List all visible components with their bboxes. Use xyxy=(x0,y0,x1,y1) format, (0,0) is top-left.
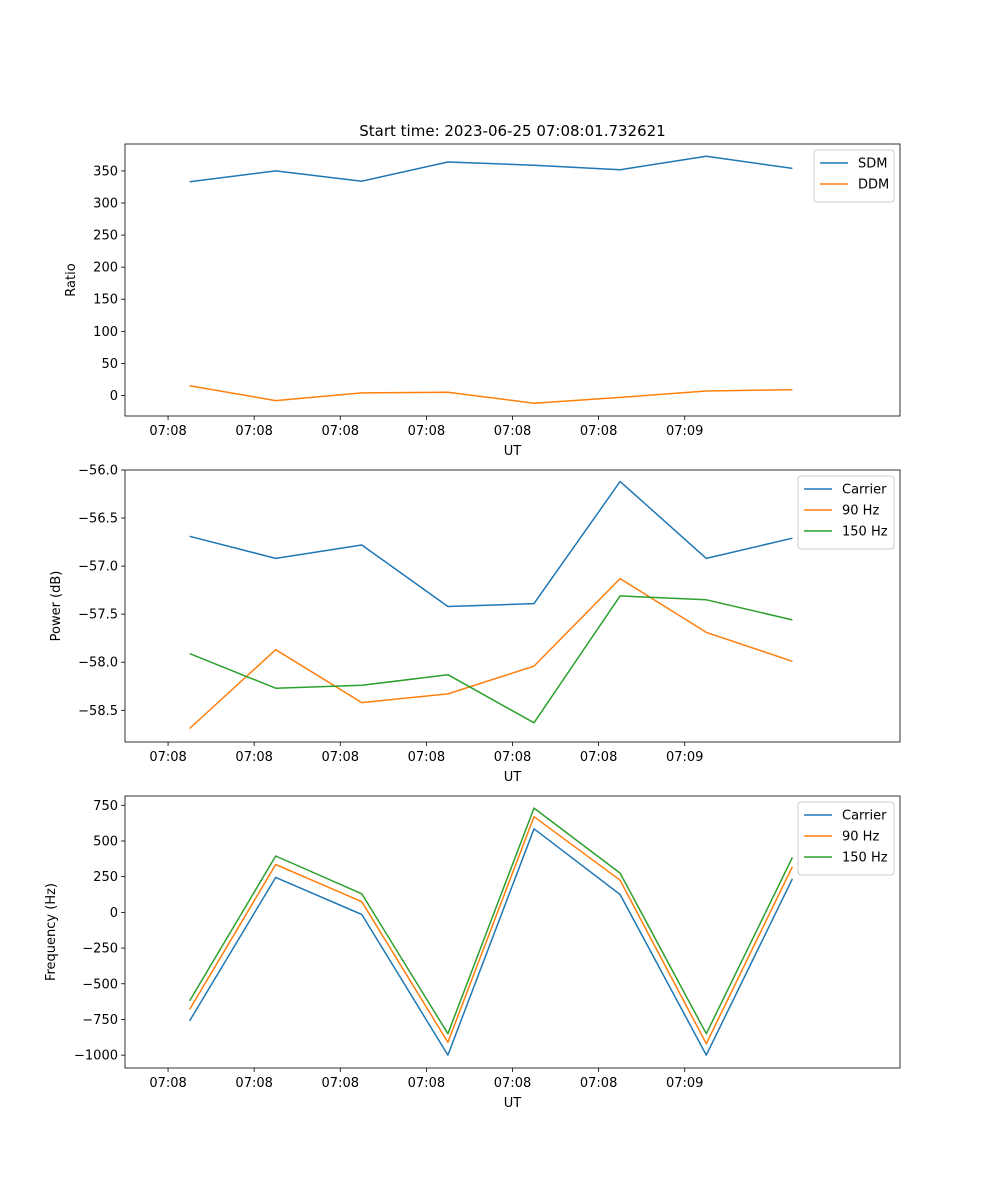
x-tick-label: 07:08 xyxy=(494,1076,531,1091)
x-tick-label: 07:08 xyxy=(580,750,617,765)
legend-2: Carrier 90 Hz 150 Hz xyxy=(797,475,895,550)
y-tick-label: 300 xyxy=(93,197,118,212)
x-tick-label: 07:08 xyxy=(235,750,272,765)
legend-label: 90 Hz xyxy=(842,830,879,845)
series-line-3-1 xyxy=(188,828,794,1056)
legend-label: Carrier xyxy=(842,809,887,824)
x-tick-label: 07:08 xyxy=(408,750,445,765)
x-axis-label: UT xyxy=(504,444,522,459)
y-tick-label: −500 xyxy=(82,977,118,992)
y-tick-label: 750 xyxy=(93,799,118,814)
series-line-2-3 xyxy=(189,595,793,724)
x-tick-label: 07:09 xyxy=(666,750,703,765)
x-tick-label: 07:08 xyxy=(235,1076,272,1091)
y-tick-label: −250 xyxy=(82,942,118,957)
series-line-2-1 xyxy=(189,480,793,608)
y-tick-label: 200 xyxy=(93,261,118,276)
series-line-2-2 xyxy=(189,577,793,730)
y-tick-label: 100 xyxy=(93,325,118,340)
y-axis-label: Frequency (Hz) xyxy=(44,883,59,981)
x-tick-label: 07:08 xyxy=(580,424,617,439)
y-tick-label: −57.0 xyxy=(78,560,118,575)
x-tick-label: 07:08 xyxy=(149,750,186,765)
y-tick-label: 0 xyxy=(110,389,118,404)
x-tick-label: 07:08 xyxy=(494,424,531,439)
subplots: 07:08 07:08 07:08 07:08 07:08 07:08 07:09 0 50 10… xyxy=(44,143,901,1111)
y-tick-label: −57.5 xyxy=(78,608,118,623)
legend-label: 150 Hz xyxy=(842,525,888,540)
legend-3: Carrier 90 Hz 150 Hz xyxy=(797,801,895,876)
y-tick-label: 500 xyxy=(93,834,118,849)
x-tick-label: 07:08 xyxy=(149,1076,186,1091)
figure-title: Start time: 2023-06-25 07:08:01.732621 xyxy=(359,122,665,140)
y-axis-label: Power (dB) xyxy=(49,571,64,642)
series-line-3-2 xyxy=(188,815,794,1045)
legend-label: SDM xyxy=(858,157,887,172)
y-axis-label: Ratio xyxy=(64,263,79,296)
y-tick-label: 250 xyxy=(93,870,118,885)
y-tick-label: −1000 xyxy=(74,1049,118,1064)
x-tick-label: 07:09 xyxy=(666,1076,703,1091)
y-tick-label: 150 xyxy=(93,293,118,308)
x-tick-label: 07:08 xyxy=(322,424,359,439)
x-axis-label: UT xyxy=(504,1096,522,1111)
legend-label: 150 Hz xyxy=(842,851,888,866)
y-tick-label: 250 xyxy=(93,229,118,244)
y-tick-label: −58.5 xyxy=(78,704,118,719)
legend-1: SDM DDM xyxy=(813,149,895,203)
subplot-2: 07:08 07:08 07:08 07:08 07:08 07:08 07:09 −58.5… xyxy=(49,464,901,785)
x-tick-label: 07:08 xyxy=(235,424,272,439)
x-axis-label: UT xyxy=(504,770,522,785)
subplot-1: 07:08 07:08 07:08 07:08 07:08 07:08 07:09 0 50 10… xyxy=(64,143,901,459)
y-tick-label: −56.0 xyxy=(78,464,118,479)
x-tick-label: 07:08 xyxy=(322,1076,359,1091)
legend-label: Carrier xyxy=(842,483,887,498)
x-tick-label: 07:08 xyxy=(408,424,445,439)
x-tick-label: 07:08 xyxy=(408,1076,445,1091)
y-tick-label: −750 xyxy=(82,1013,118,1028)
y-tick-label: 50 xyxy=(101,357,118,372)
legend-label: 90 Hz xyxy=(842,504,879,519)
legend-label: DDM xyxy=(858,178,889,193)
subplot-3: 07:08 07:08 07:08 07:08 07:08 07:08 07:09 −1000… xyxy=(44,795,901,1111)
x-tick-label: 07:08 xyxy=(580,1076,617,1091)
x-tick-label: 07:08 xyxy=(494,750,531,765)
y-tick-label: −58.0 xyxy=(78,656,118,671)
x-tick-label: 07:08 xyxy=(322,750,359,765)
y-tick-label: −56.5 xyxy=(78,512,118,527)
y-tick-label: 350 xyxy=(93,164,118,179)
series-line-1-2 xyxy=(189,385,793,404)
x-tick-label: 07:09 xyxy=(666,424,703,439)
series-line-1-1 xyxy=(189,155,793,183)
series-line-3-3 xyxy=(188,807,794,1035)
x-tick-label: 07:08 xyxy=(149,424,186,439)
y-tick-label: 0 xyxy=(110,906,118,921)
